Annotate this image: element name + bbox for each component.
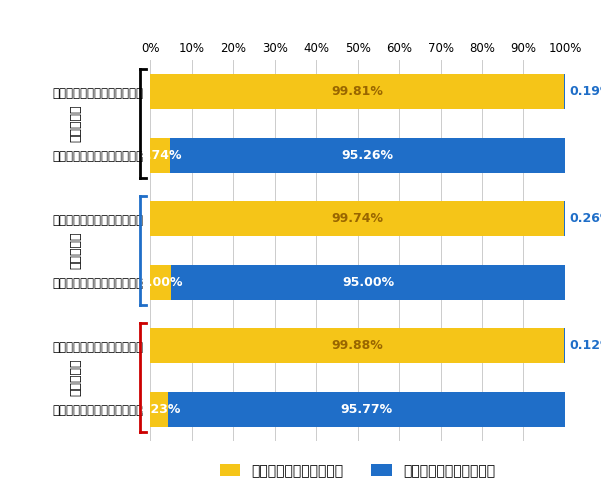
Text: 95.26%: 95.26% <box>341 149 394 162</box>
Bar <box>150 138 170 173</box>
Bar <box>150 328 564 363</box>
Bar <box>171 265 565 300</box>
Text: 99.74%: 99.74% <box>331 212 383 225</box>
Text: 95.00%: 95.00% <box>342 276 394 289</box>
Text: 0.26%: 0.26% <box>569 212 601 225</box>
Bar <box>150 201 564 236</box>
Text: 男子中学生: 男子中学生 <box>69 232 82 269</box>
Bar <box>168 392 565 427</box>
Bar <box>170 138 565 173</box>
Text: 95.77%: 95.77% <box>340 403 392 416</box>
Bar <box>150 75 564 109</box>
Bar <box>564 75 565 109</box>
Legend: 有機溶剤の生涯経験なし, 有機溶剤の生涯経験あり: 有機溶剤の生涯経験なし, 有機溶剤の生涯経験あり <box>214 458 501 483</box>
Bar <box>150 265 171 300</box>
Text: 99.81%: 99.81% <box>331 85 383 98</box>
Text: 0.12%: 0.12% <box>569 339 601 352</box>
Text: 99.88%: 99.88% <box>332 339 383 352</box>
Text: 4.23%: 4.23% <box>138 403 181 416</box>
Text: 4.74%: 4.74% <box>138 149 182 162</box>
Bar <box>564 201 565 236</box>
Text: 中学生全体: 中学生全体 <box>69 105 82 142</box>
Bar <box>150 392 168 427</box>
Text: 0.19%: 0.19% <box>569 85 601 98</box>
Text: 5.00%: 5.00% <box>139 276 182 289</box>
Text: 女子中学生: 女子中学生 <box>69 359 82 396</box>
